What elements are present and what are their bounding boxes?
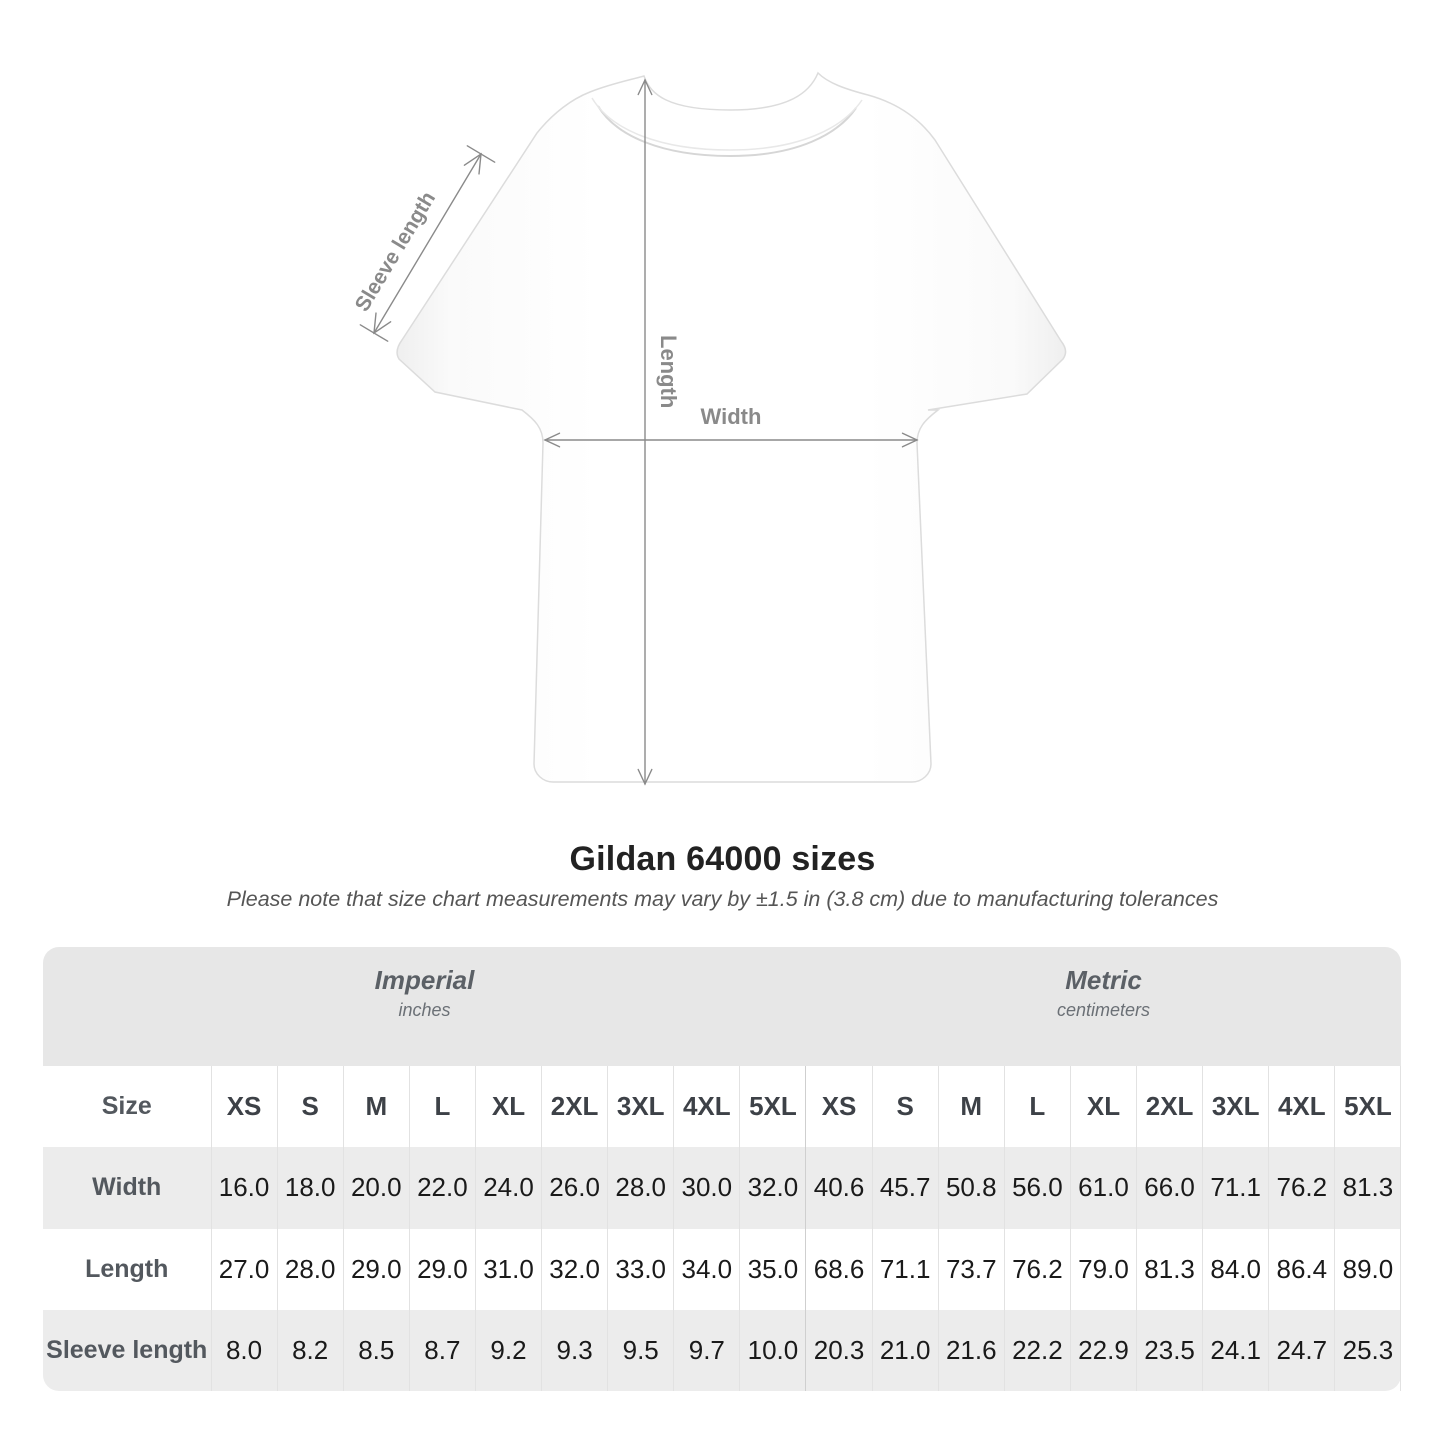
- svg-text:Width: Width: [701, 404, 762, 429]
- svg-text:Length: Length: [656, 335, 681, 408]
